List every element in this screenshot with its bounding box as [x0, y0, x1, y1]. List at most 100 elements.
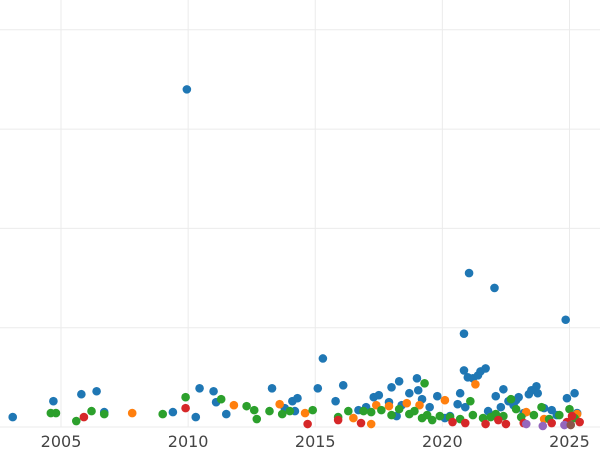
data-point-s0-46	[481, 364, 490, 373]
data-point-s2-6	[181, 392, 190, 402]
data-point-s3-8	[494, 415, 503, 425]
data-point-s0-41	[464, 268, 474, 278]
data-point-s0-51	[499, 384, 508, 394]
data-point-s3-7	[481, 419, 490, 429]
x-tick-label-4: 2025	[549, 432, 590, 450]
data-point-s2-21	[394, 404, 404, 414]
data-point-s0-31	[413, 385, 423, 395]
data-point-s2-2	[71, 416, 81, 426]
data-point-s2-4	[99, 409, 109, 419]
data-point-s2-37	[506, 394, 516, 404]
data-point-s0-36	[453, 399, 462, 409]
data-point-s2-3	[87, 406, 96, 416]
x-tick-label-3: 2020	[422, 432, 463, 450]
data-point-s1-4	[349, 413, 358, 423]
data-point-s3-13	[567, 411, 577, 421]
data-point-s1-7	[384, 401, 394, 411]
data-point-s3-0	[79, 412, 89, 422]
data-point-s2-20	[387, 410, 396, 420]
data-point-s1-0	[127, 408, 137, 418]
data-point-s0-7	[191, 412, 201, 422]
data-point-s3-4	[356, 418, 366, 428]
data-point-s1-1	[229, 400, 239, 410]
data-point-s2-16	[344, 406, 353, 416]
data-point-s0-24	[374, 390, 384, 400]
data-point-s2-44	[565, 404, 574, 414]
data-point-s0-17	[313, 383, 323, 393]
data-point-s2-27	[427, 415, 437, 425]
data-point-s2-17	[359, 406, 368, 416]
data-point-s0-15	[293, 393, 302, 403]
chart-gridlines	[0, 0, 600, 428]
data-point-s3-14	[575, 417, 584, 427]
data-point-s0-10	[221, 409, 231, 419]
data-point-s0-19	[331, 396, 340, 406]
data-point-s2-18	[366, 407, 376, 417]
data-point-s0-27	[394, 377, 404, 386]
data-point-s0-26	[387, 382, 396, 392]
data-point-s1-3	[300, 408, 310, 418]
data-point-s0-38	[459, 329, 469, 338]
data-point-s2-38	[511, 404, 521, 414]
data-point-s3-5	[448, 417, 457, 427]
data-point-s0-40	[460, 402, 470, 412]
data-point-s0-48	[490, 283, 499, 293]
data-point-s4-1	[538, 421, 548, 431]
data-point-s2-11	[265, 406, 274, 416]
data-point-s0-1	[49, 396, 58, 406]
data-point-s0-33	[425, 402, 434, 412]
data-point-s0-63	[561, 315, 570, 325]
data-point-s0-5	[168, 407, 178, 417]
data-point-s0-39	[459, 366, 469, 375]
data-point-s1-5	[366, 419, 376, 429]
data-point-s2-10	[252, 414, 262, 424]
data-point-s0-0	[8, 412, 18, 422]
data-point-s0-49	[491, 391, 501, 401]
data-point-s2-8	[242, 401, 251, 411]
data-point-s2-1	[51, 408, 61, 418]
data-point-s3-1	[181, 403, 190, 413]
x-axis-ticks: 2005 2010 2015 2020 2025	[41, 432, 590, 450]
data-point-s1-2	[275, 399, 284, 409]
data-point-s1-11	[471, 380, 480, 389]
data-point-s0-50	[496, 402, 506, 412]
data-point-s3-6	[460, 418, 470, 428]
x-tick-label-0: 2005	[41, 432, 82, 450]
data-point-s0-30	[412, 374, 422, 383]
data-point-s0-9	[209, 386, 218, 396]
data-point-s1-8	[402, 398, 412, 408]
data-point-s0-37	[455, 388, 465, 398]
data-point-s2-25	[420, 379, 429, 388]
data-point-s3-9	[501, 419, 511, 429]
data-point-s2-9	[249, 405, 259, 415]
data-point-s0-29	[405, 388, 414, 398]
data-point-s0-20	[338, 380, 348, 390]
data-point-s2-40	[529, 410, 539, 420]
data-point-s1-10	[440, 395, 450, 405]
data-point-s2-19	[377, 405, 386, 415]
x-tick-label-2: 2015	[295, 432, 336, 450]
data-point-s2-28	[435, 411, 445, 421]
chart-data-points	[8, 85, 584, 431]
data-point-s3-11	[547, 418, 556, 428]
data-point-s0-65	[570, 388, 579, 398]
data-point-s2-41	[537, 402, 546, 412]
data-point-s0-18	[318, 354, 328, 363]
data-point-s1-9	[415, 400, 424, 410]
data-point-s2-5	[158, 409, 168, 419]
data-point-s2-32	[468, 410, 478, 420]
data-point-s5-0	[566, 420, 576, 430]
data-point-s2-14	[308, 405, 318, 415]
data-point-s2-12	[277, 409, 287, 419]
data-point-s4-0	[521, 419, 531, 429]
data-point-s4-2	[560, 420, 569, 430]
data-point-s0-34	[432, 391, 442, 401]
data-point-s0-3	[92, 386, 101, 396]
data-point-s0-64	[562, 393, 572, 403]
data-point-s0-8	[195, 383, 204, 393]
data-point-s0-59	[533, 388, 543, 398]
data-point-s0-58	[532, 381, 541, 391]
data-point-s2-43	[555, 410, 564, 420]
x-tick-label-1: 2010	[168, 432, 209, 450]
